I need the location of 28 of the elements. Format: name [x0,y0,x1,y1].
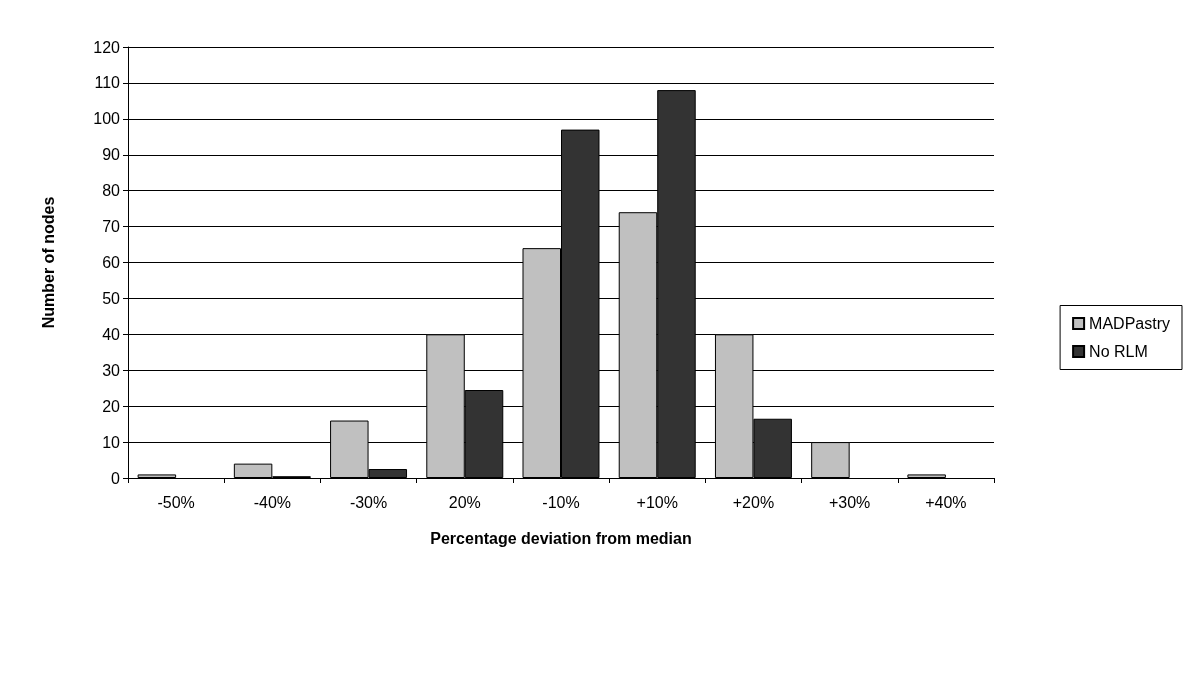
x-tick-label: -50% [157,493,195,511]
y-axis-title: Number of nodes [39,196,57,329]
legend-label: MADPastry [1089,315,1171,332]
y-tick-label: 20 [102,397,121,415]
x-tick-label: +10% [636,493,678,511]
y-tick-label: 110 [94,74,121,92]
y-tick-label: 100 [93,110,121,128]
x-tick-label: 20% [448,493,481,511]
y-tick-label: 40 [102,325,121,343]
x-axis-title: Percentage deviation from median [430,529,692,547]
y-tick-label: 0 [111,469,121,487]
bar [137,474,177,478]
y-tick-label: 30 [102,361,121,379]
y-tick-label: 80 [102,182,121,200]
legend-label: No RLM [1089,343,1148,360]
x-tick-label: -10% [542,493,580,511]
x-tick-label: -40% [253,493,292,511]
x-tick-label: +40% [925,493,967,511]
y-tick-label: 120 [93,38,121,56]
y-tick-label: 10 [102,433,121,451]
x-tick-label: +30% [828,493,871,511]
y-tick-label: 60 [102,254,121,271]
x-tick-label: -30% [349,493,388,511]
y-tick-label: 70 [102,218,121,236]
y-tick-label: 50 [102,289,121,307]
bar [907,474,946,478]
x-tick-label: +20% [732,493,775,511]
y-tick-label: 90 [102,146,121,164]
